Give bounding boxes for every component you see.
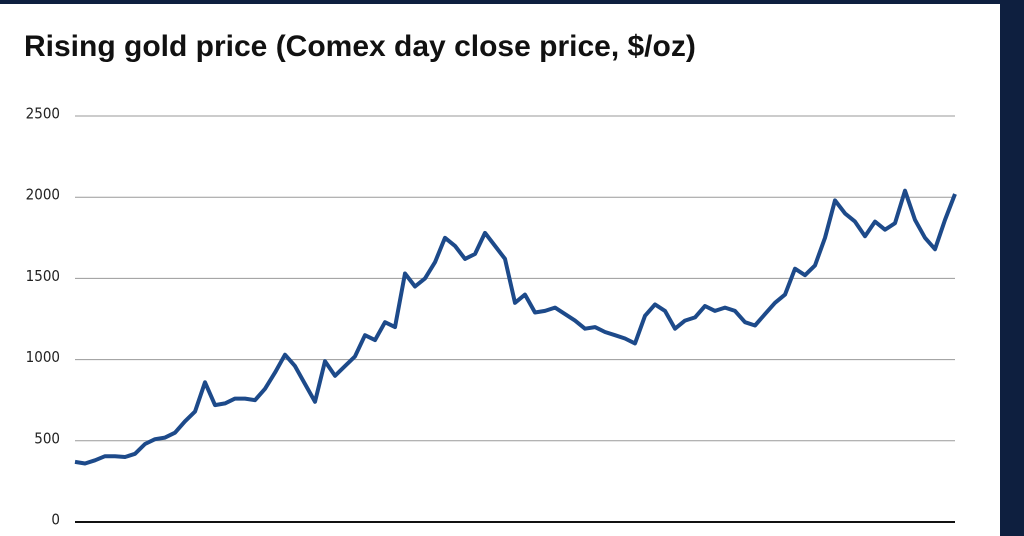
y-tick-label: 0: [51, 511, 60, 529]
y-tick-label: 1000: [26, 348, 60, 366]
y-tick-label: 500: [34, 429, 60, 447]
y-tick-label: 2500: [26, 105, 60, 123]
frame-edge: [1000, 0, 1024, 536]
price-line: [74, 188, 957, 466]
chart-title: Rising gold price (Comex day close price…: [24, 30, 696, 63]
frame-top: [0, 0, 1024, 4]
y-tick-label: 1500: [26, 267, 60, 285]
y-tick-label: 2000: [26, 186, 60, 204]
